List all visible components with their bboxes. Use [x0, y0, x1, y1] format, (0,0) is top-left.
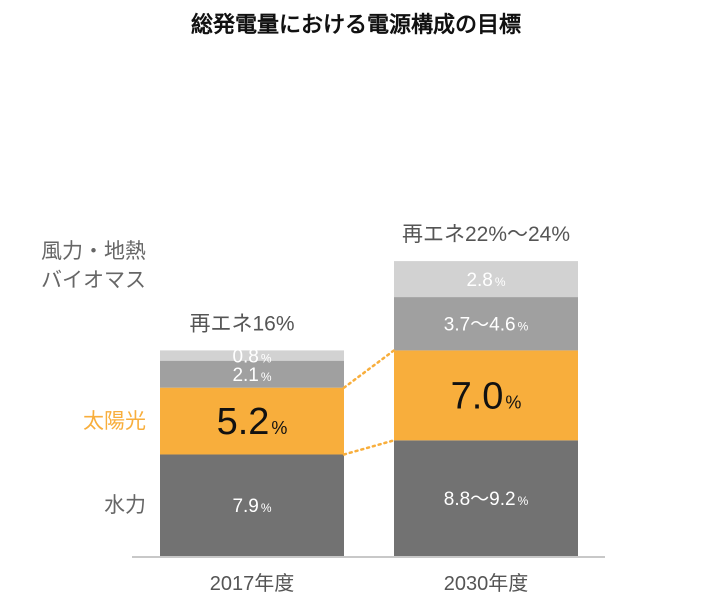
- segment-label-2-4: 2.8%: [466, 270, 505, 291]
- bar-segment-2-2: [394, 350, 578, 441]
- segment-label-2-3: 3.7～4.6%: [444, 315, 529, 336]
- legend-solar: 太陽光: [83, 410, 146, 433]
- connector-bottom: [342, 439, 396, 456]
- bar-segment-1-3: [160, 360, 344, 388]
- bar-segment-2-3: [394, 297, 578, 351]
- segment-label-1-3: 2.1%: [232, 365, 271, 386]
- bar-segment-2-1: [394, 440, 578, 556]
- category-label-2: 2030年度: [444, 572, 529, 595]
- total-label-2: 再エネ22%～24%: [402, 223, 570, 246]
- bar-segment-1-1: [160, 454, 344, 556]
- segment-label-2-2: 7.0%: [451, 375, 522, 417]
- bar-segment-1-2: [160, 387, 344, 455]
- bar-segment-1-4: [160, 350, 344, 361]
- chart-title: 総発電量における電源構成の目標: [191, 12, 521, 37]
- connector-top: [342, 349, 396, 389]
- total-label-1: 再エネ16%: [189, 312, 294, 335]
- legend-biomass: バイオマス: [41, 269, 146, 292]
- segment-label-2-1: 8.8～9.2%: [444, 489, 529, 510]
- legend-hydro: 水力: [104, 494, 146, 517]
- bar-segment-2-4: [394, 261, 578, 298]
- segment-label-1-4: 0.8%: [232, 347, 271, 368]
- segment-label-1-1: 7.9%: [232, 496, 271, 517]
- category-label-1: 2017年度: [210, 572, 295, 595]
- legend-wind-geothermal: 風力・地熱: [41, 240, 146, 263]
